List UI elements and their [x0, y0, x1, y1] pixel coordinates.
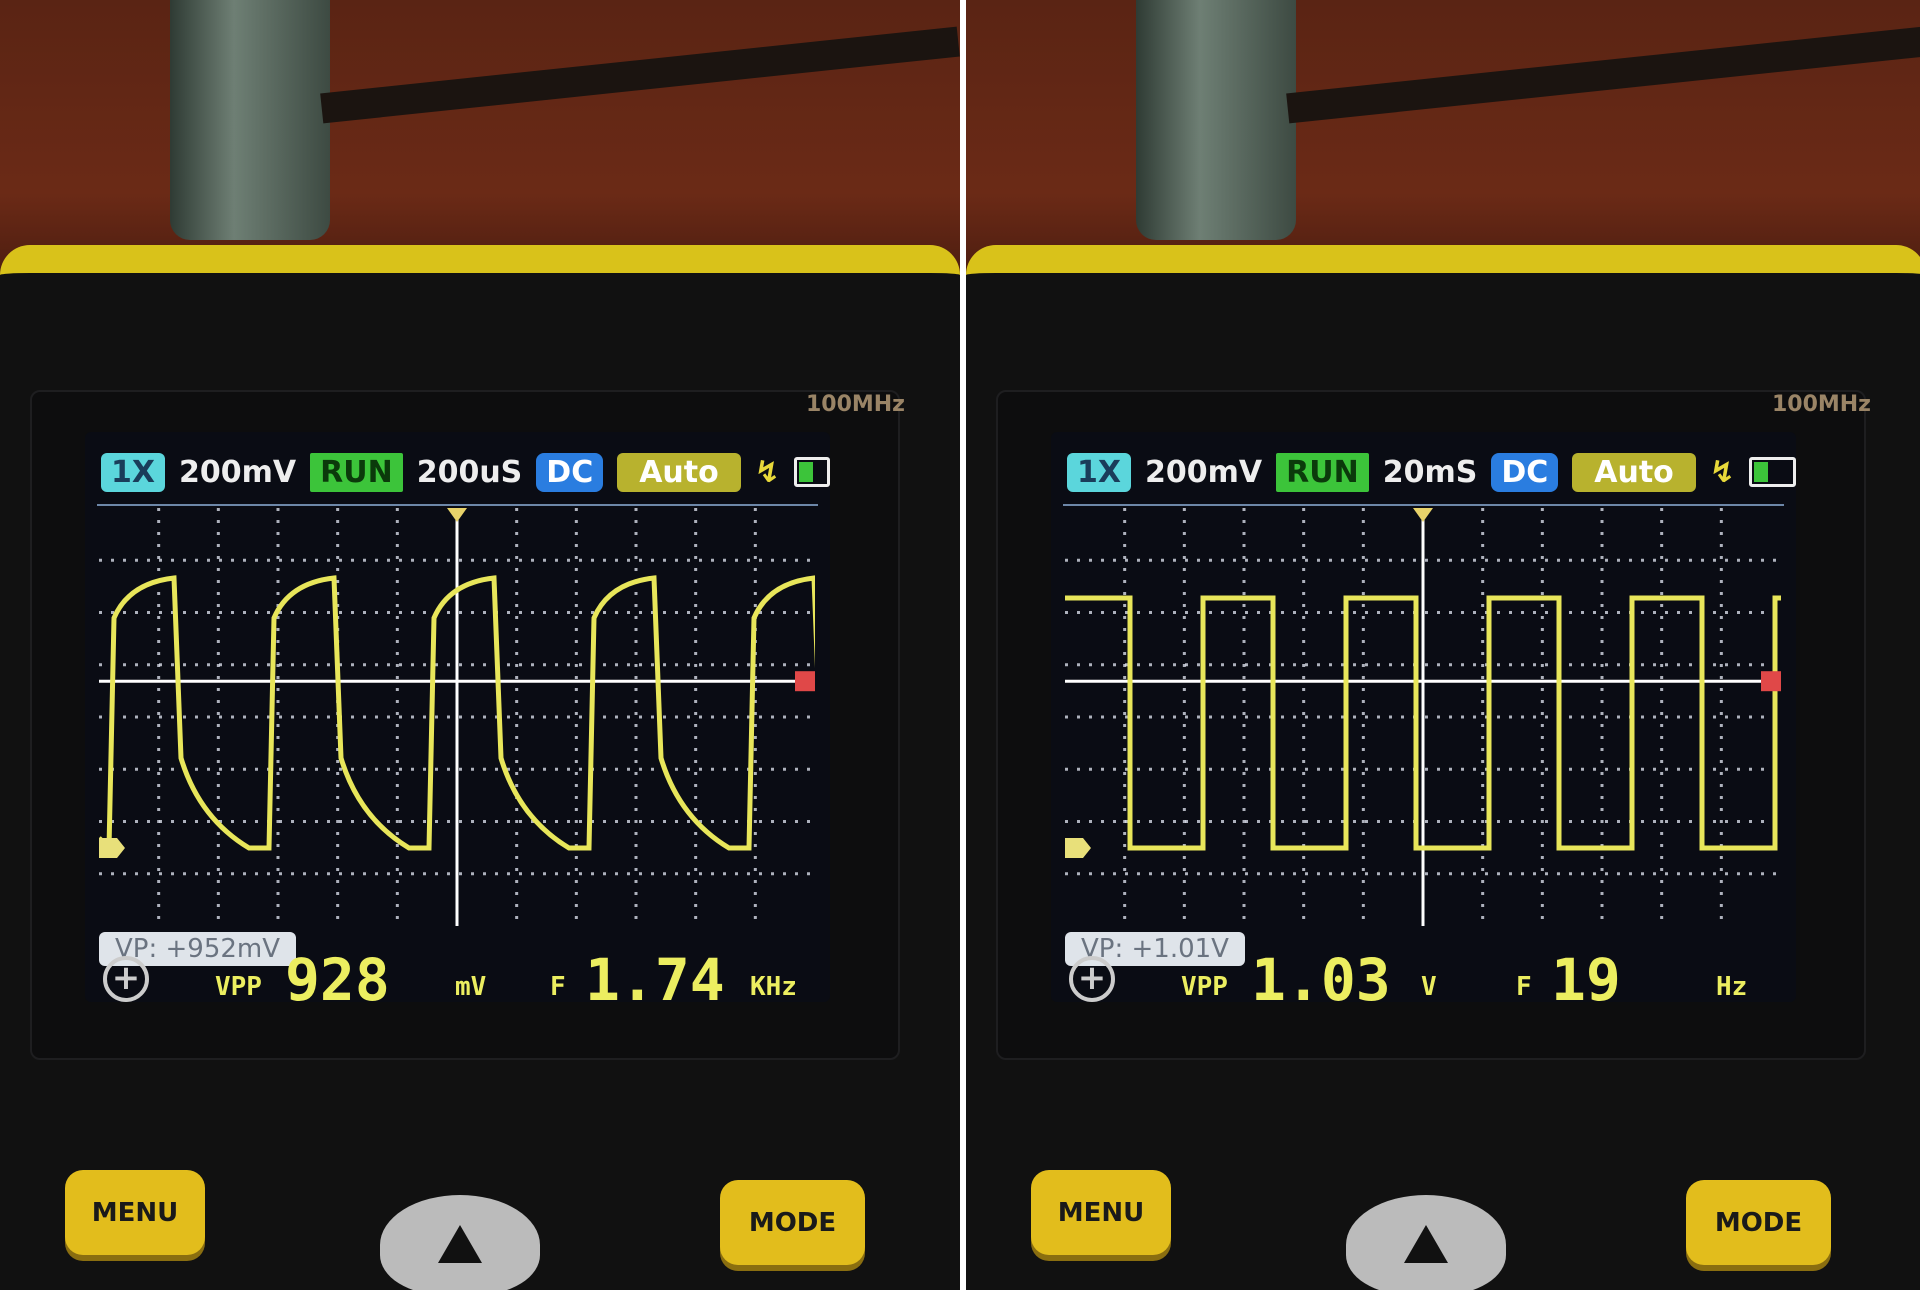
lcd-screen: 1X 200mV RUN 200uS DC Auto ↯ VP: +952mV … [85, 432, 830, 1002]
signal-trace [1065, 595, 1781, 851]
mode-button[interactable]: MODE [1686, 1180, 1831, 1265]
oscilloscope-photo-right: 100MHz 1X 200mV RUN 20mS DC Auto ↯ VP: +… [966, 0, 1920, 1290]
coupling-badge: DC [536, 452, 604, 492]
run-state-badge: RUN [310, 452, 403, 492]
photo-divider [960, 0, 966, 1290]
volts-div: 200mV [1145, 454, 1263, 490]
channel-ground-marker [1065, 838, 1091, 858]
trigger-level-marker [1761, 671, 1781, 692]
trigger-position-marker [1413, 508, 1433, 522]
probe-badge: 1X [101, 452, 166, 492]
measurement-bar: + VPP 1.03 V F 19 Hz [1051, 946, 1796, 1002]
plus-circle-icon: + [1069, 956, 1115, 1002]
freq-value: 19 [1551, 946, 1621, 1002]
trigger-mode-badge: Auto [617, 452, 741, 492]
waveform-graticule [1065, 508, 1781, 926]
volts-div: 200mV [179, 454, 297, 490]
freq-value: 1.74 [585, 946, 725, 1002]
up-arrow-icon [438, 1225, 482, 1263]
time-div: 20mS [1382, 454, 1478, 490]
probe-cable [1286, 26, 1920, 124]
vp-readout: VP: +952mV [99, 932, 297, 966]
status-bar: 1X 200mV RUN 20mS DC Auto ↯ [1051, 446, 1796, 498]
trigger-mode-badge: Auto [1572, 452, 1696, 492]
time-div: 200uS [416, 454, 523, 490]
bandwidth-label: 100MHz [1771, 392, 1871, 417]
coupling-badge: DC [1491, 452, 1559, 492]
battery-low-icon [793, 457, 830, 487]
measurement-bar: + VPP 928 mV F 1.74 KHz [85, 946, 830, 1002]
probe-connector [1136, 0, 1296, 240]
probe-cable [320, 26, 960, 124]
plus-circle-icon: + [103, 956, 149, 1002]
trigger-level-marker [795, 671, 815, 692]
header-divider [97, 504, 818, 506]
status-bar: 1X 200mV RUN 200uS DC Auto ↯ [85, 446, 830, 498]
vpp-value: 1.03 [1251, 946, 1391, 1002]
freq-unit: Hz [1716, 972, 1748, 1002]
vpp-label: VPP [215, 972, 262, 1002]
signal-trace [99, 575, 815, 854]
lcd-screen: 1X 200mV RUN 20mS DC Auto ↯ VP: +1.01V +… [1051, 432, 1796, 1002]
vpp-value: 928 [285, 946, 390, 1002]
freq-unit: KHz [750, 972, 797, 1002]
vpp-label: VPP [1181, 972, 1228, 1002]
vpp-unit: V [1421, 972, 1437, 1002]
menu-button[interactable]: MENU [1031, 1170, 1171, 1255]
freq-label: F [1516, 972, 1532, 1002]
rising-edge-icon: ↯ [1709, 454, 1735, 490]
probe-connector [170, 0, 330, 240]
oscilloscope-photo-left: 100MHz 1X 200mV RUN 200uS DC Auto ↯ VP: … [0, 0, 960, 1290]
vpp-unit: mV [455, 972, 487, 1002]
rising-edge-icon: ↯ [754, 454, 780, 490]
trigger-position-marker [447, 508, 467, 522]
battery-low-icon [1748, 457, 1796, 487]
header-divider [1063, 504, 1784, 506]
run-state-badge: RUN [1276, 452, 1369, 492]
probe-badge: 1X [1067, 452, 1132, 492]
mode-button[interactable]: MODE [720, 1180, 865, 1265]
up-button[interactable] [380, 1195, 540, 1290]
up-button[interactable] [1346, 1195, 1506, 1290]
waveform-graticule [99, 508, 815, 926]
menu-button[interactable]: MENU [65, 1170, 205, 1255]
bandwidth-label: 100MHz [805, 392, 905, 417]
freq-label: F [550, 972, 566, 1002]
up-arrow-icon [1404, 1225, 1448, 1263]
channel-ground-marker [99, 838, 125, 858]
